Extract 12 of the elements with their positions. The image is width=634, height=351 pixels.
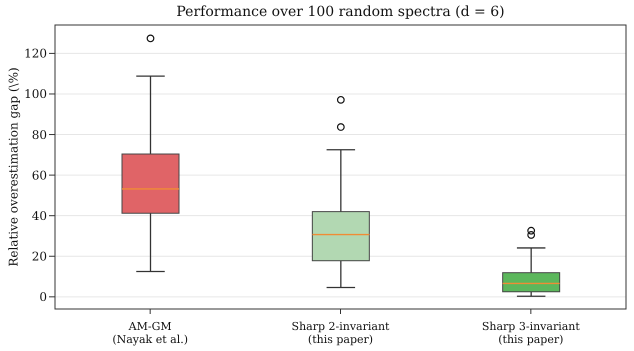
y-tick-label: 0 — [39, 290, 47, 304]
y-tick-label: 100 — [24, 87, 47, 102]
y-tick-label: 40 — [32, 208, 47, 223]
x-tick-label: Sharp 3-invariant (this paper) — [482, 320, 580, 346]
y-tick-label: 120 — [24, 46, 47, 61]
y-tick-label: 80 — [32, 128, 47, 142]
y-axis-title: Relative overestimation gap (\%) — [6, 67, 20, 267]
x-tick-label: Sharp 2-invariant (this paper) — [292, 320, 390, 346]
chart-title: Performance over 100 random spectra (d = 6) — [175, 4, 506, 20]
y-tick-label: 20 — [32, 250, 47, 264]
y-tick-label: 60 — [32, 168, 47, 182]
x-tick-label: AM-GM (Nayak et al.) — [112, 320, 188, 346]
